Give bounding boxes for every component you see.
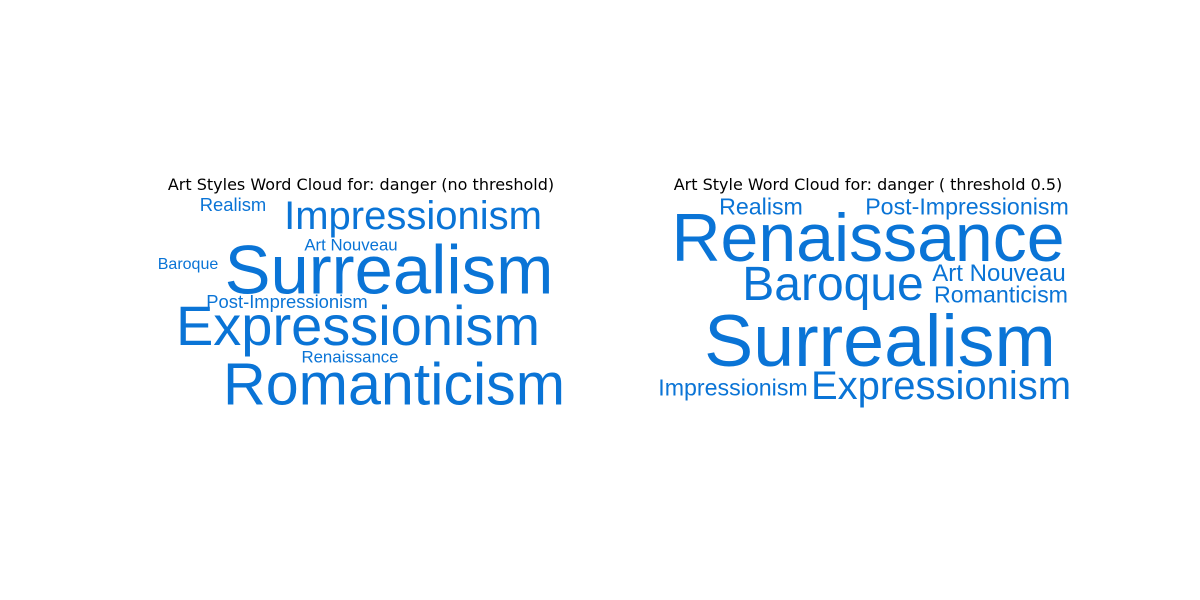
wordcloud-word: Realism [199, 193, 267, 215]
wordcloud-word: Post-Impressionism [206, 290, 368, 312]
wordcloud-word: Baroque [157, 256, 219, 273]
wordcloud-word: Impressionism [284, 194, 542, 238]
wordcloud-word: Realism [719, 193, 803, 220]
wordcloud-word: Expressionism [175, 294, 541, 357]
wordcloud-word: Expressionism [810, 364, 1072, 408]
wordcloud-word: Renaissance [301, 347, 399, 367]
wordcloud-word: Surrealism [704, 299, 1056, 383]
wordcloud-word: Post-Impressionism [865, 193, 1069, 220]
wordcloud-word: Impressionism [658, 374, 808, 401]
wordcloud-word: Baroque [742, 258, 924, 311]
chart-title: Art Styles Word Cloud for: danger (no th… [167, 175, 555, 194]
wordcloud-word: Renaissance [671, 200, 1065, 276]
wordcloud-word: Surrealism [224, 231, 554, 309]
wordcloud-word: Art Nouveau [932, 260, 1066, 287]
wordcloud-word: Art Nouveau [304, 235, 398, 255]
chart-title: Art Style Word Cloud for: danger ( thres… [673, 175, 1063, 194]
wordcloud-word: Romanticism [222, 350, 566, 418]
wordcloud-word: Romanticism [934, 281, 1068, 308]
